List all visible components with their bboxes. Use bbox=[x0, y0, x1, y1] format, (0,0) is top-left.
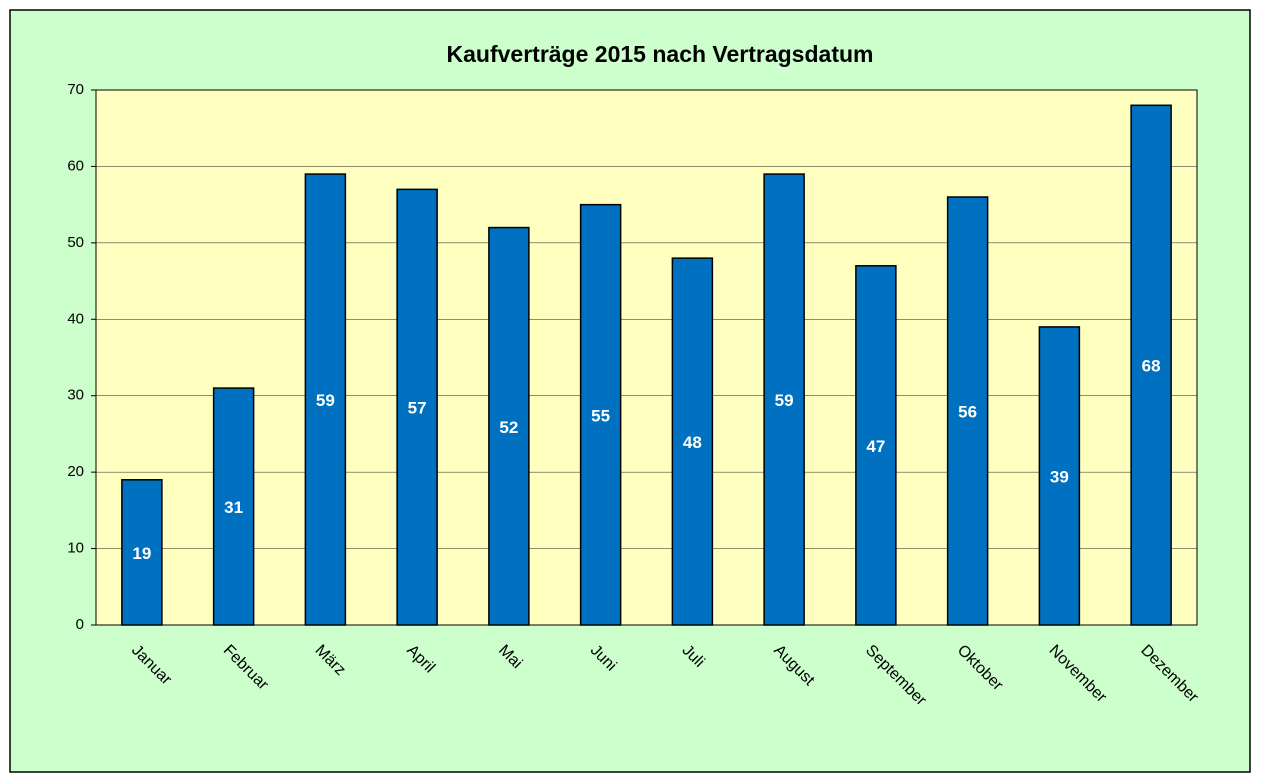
y-tick-label: 10 bbox=[67, 540, 84, 557]
data-label: 19 bbox=[132, 544, 151, 563]
bar bbox=[763, 173, 805, 626]
y-tick-label: 40 bbox=[67, 310, 84, 327]
y-tick-label: 70 bbox=[67, 81, 84, 98]
chart-title: Kaufverträge 2015 nach Vertragsdatum bbox=[447, 41, 874, 67]
y-tick-label: 0 bbox=[76, 616, 84, 633]
y-tick-label: 60 bbox=[67, 157, 84, 174]
data-label: 56 bbox=[958, 402, 977, 421]
data-label: 39 bbox=[1050, 467, 1069, 486]
bar bbox=[1130, 104, 1172, 626]
bar bbox=[946, 196, 989, 626]
plot-area bbox=[95, 89, 1198, 626]
data-label: 59 bbox=[775, 391, 794, 410]
data-label: 52 bbox=[499, 418, 518, 437]
bar bbox=[1038, 326, 1081, 626]
data-label: 55 bbox=[591, 406, 610, 425]
data-label: 48 bbox=[683, 433, 702, 452]
bar bbox=[855, 265, 897, 626]
bar bbox=[212, 387, 255, 626]
data-label: 59 bbox=[316, 391, 335, 410]
bar bbox=[488, 226, 530, 626]
data-label: 68 bbox=[1142, 357, 1161, 376]
y-tick-label: 30 bbox=[67, 387, 84, 404]
y-tick-label: 20 bbox=[67, 463, 84, 480]
bar bbox=[671, 257, 714, 626]
bar bbox=[304, 173, 347, 626]
y-tick-label: 50 bbox=[67, 234, 84, 251]
bar bbox=[579, 203, 622, 626]
data-label: 47 bbox=[866, 437, 885, 456]
bar bbox=[121, 479, 163, 626]
bar bbox=[396, 188, 438, 626]
data-label: 31 bbox=[224, 498, 243, 517]
data-label: 57 bbox=[408, 399, 427, 418]
